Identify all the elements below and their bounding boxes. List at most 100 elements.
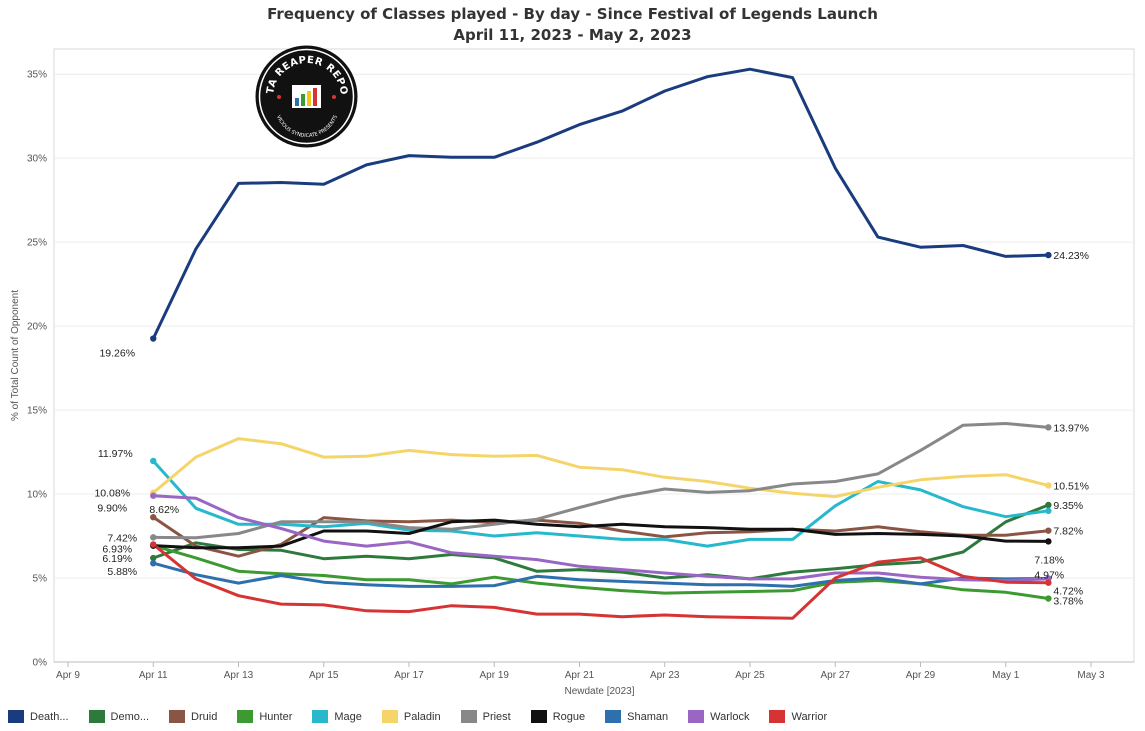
data-label-start: 5.88% [107, 566, 137, 578]
y-tick-label: 30% [27, 154, 47, 165]
y-tick-label: 10% [27, 490, 47, 501]
series-line-shaman [151, 561, 1050, 588]
x-tick-label: Apr 13 [224, 670, 254, 681]
legend-swatch [88, 710, 105, 723]
data-label-end: 4.72% [1053, 586, 1083, 598]
legend-swatch [312, 710, 329, 723]
series-start-point-demo [150, 554, 157, 562]
legend-item[interactable]: Druid [169, 710, 217, 723]
series-line-paladin [151, 437, 1050, 499]
legend-item[interactable]: Rogue [530, 710, 586, 723]
series-end-point-hunter [1045, 595, 1052, 602]
series-end-point-warrior [1045, 579, 1052, 586]
series-line-mage [151, 459, 1050, 548]
data-label-end: 7.18% [1034, 554, 1064, 566]
legend-item[interactable]: Hunter [237, 710, 292, 723]
series-end-point-demo [1045, 501, 1052, 509]
legend-swatch [769, 710, 786, 723]
x-tick-label: Apr 27 [821, 670, 851, 681]
data-label-end: 13.97% [1053, 422, 1089, 434]
legend-swatch [460, 710, 477, 723]
y-tick-label: 25% [27, 238, 47, 249]
data-label-start: 7.42% [107, 532, 137, 544]
legend-swatch [169, 710, 186, 723]
series-start-point-priest [150, 534, 157, 541]
x-tick-label: May 3 [1077, 670, 1105, 681]
series-line-warrior [151, 542, 1050, 620]
legend-item[interactable]: Death... [8, 710, 69, 723]
legend-swatch [530, 710, 547, 723]
x-axis-title: Newdate [2023] [564, 686, 634, 697]
y-tick-label: 15% [27, 406, 47, 417]
legend-item[interactable]: Demo... [88, 710, 150, 723]
series-start-point-warlock [150, 492, 157, 499]
legend-label: Rogue [552, 710, 586, 723]
data-label-start: 9.90% [97, 503, 127, 515]
legend-swatch [381, 710, 398, 723]
x-tick-label: Apr 15 [309, 670, 339, 681]
legend-label: Death... [30, 710, 69, 723]
data-label-start: 10.08% [94, 488, 130, 500]
x-tick-label: Apr 25 [735, 670, 765, 681]
series-start-point-death [150, 335, 157, 342]
data-reaper-logo: DATA REAPER REPORT VICIOUS SYNDICATE PRE… [255, 45, 358, 148]
x-tick-label: Apr 29 [906, 670, 936, 681]
data-label-start: 19.26% [99, 348, 135, 360]
legend-item[interactable]: Mage [312, 710, 362, 723]
series-end-point-death [1045, 251, 1052, 259]
data-label-end: 9.35% [1053, 500, 1083, 512]
legend-label: Paladin [403, 710, 441, 723]
x-tick-label: Apr 23 [650, 670, 680, 681]
x-tick-label: Apr 9 [56, 670, 80, 681]
x-tick-label: May 1 [992, 670, 1020, 681]
series-line-priest [151, 422, 1050, 540]
x-tick-label: Apr 17 [394, 670, 424, 681]
x-tick-label: Apr 21 [565, 670, 595, 681]
legend-item[interactable]: Paladin [381, 710, 441, 723]
chart-legend: Death... Demo... Druid Hunter Mage Paladin Pri… [8, 710, 847, 723]
legend-label: Hunter [259, 710, 293, 723]
data-label-start: 8.62% [149, 504, 179, 516]
series-line-demo [151, 503, 1050, 581]
legend-label: Warrior [791, 710, 828, 723]
series-start-point-warrior [150, 541, 157, 548]
legend-label: Demo... [110, 710, 150, 723]
series-end-point-mage [1045, 507, 1052, 515]
legend-item[interactable]: Warrior [769, 710, 827, 723]
series-line-druid [151, 515, 1050, 558]
data-label-start: 11.97% [98, 448, 133, 460]
y-tick-label: 5% [33, 574, 48, 585]
series-line-rogue [151, 518, 1050, 550]
x-tick-label: Apr 19 [480, 670, 510, 681]
legend-item[interactable]: Warlock [688, 710, 749, 723]
legend-label: Priest [482, 710, 511, 723]
series-line-death [151, 67, 1050, 340]
chart-title: Frequency of Classes played - By day - S… [267, 5, 878, 23]
data-label-end: 7.82% [1053, 526, 1083, 538]
chart-subtitle: April 11, 2023 - May 2, 2023 [453, 26, 692, 44]
legend-swatch [237, 710, 254, 723]
series-end-point-druid [1045, 527, 1052, 534]
series-line-warlock [151, 494, 1050, 582]
legend-label: Mage [334, 710, 362, 723]
x-tick-label: Apr 11 [139, 670, 168, 681]
series-end-point-priest [1045, 424, 1052, 431]
series-end-point-paladin [1045, 482, 1052, 489]
y-tick-label: 35% [27, 70, 47, 81]
legend-label: Shaman [627, 710, 669, 723]
data-label-start: 6.19% [102, 553, 132, 565]
series-end-point-rogue [1045, 538, 1052, 545]
y-axis-title: % of Total Count of Opponent [10, 290, 21, 421]
legend-item[interactable]: Shaman [605, 710, 668, 723]
legend-label: Druid [191, 710, 218, 723]
y-tick-label: 20% [27, 322, 47, 333]
data-label-end: 10.51% [1053, 480, 1089, 492]
data-label-end: 3.78% [1053, 596, 1083, 608]
legend-item[interactable]: Priest [460, 710, 511, 723]
series-start-point-shaman [150, 560, 157, 567]
series-start-point-druid [150, 514, 157, 521]
legend-label: Warlock [710, 710, 750, 723]
legend-swatch [605, 710, 622, 723]
line-chart: 0% 5% 10% 15% 20% 25% 30% 35% Apr 9 Apr 11 Apr 13 A… [10, 48, 1135, 697]
data-label-end: 4.97% [1034, 570, 1064, 582]
